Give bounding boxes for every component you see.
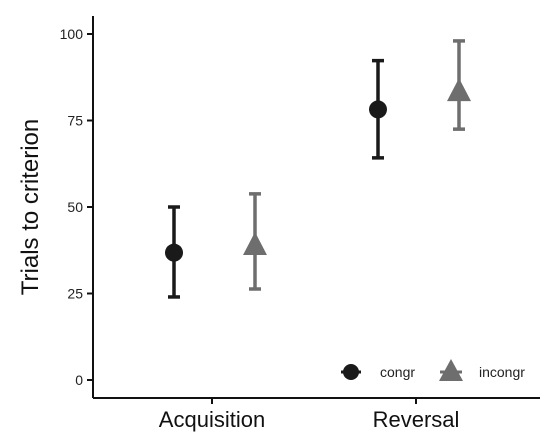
y-tick-label: 50 [67, 199, 83, 215]
legend-label-incongr: incongr [479, 364, 525, 380]
point-incongr [243, 232, 267, 256]
y-tick-label: 75 [67, 113, 83, 129]
legend-label-congr: congr [380, 364, 415, 380]
x-category-label-acquisition: Acquisition [159, 407, 265, 432]
y-axis-title: Trials to criterion [17, 119, 44, 295]
point-congr [369, 100, 387, 119]
y-tick-label: 25 [67, 286, 83, 302]
x-ticks [211, 398, 417, 404]
legend-key-congr-circle [343, 364, 359, 380]
y-tick-label: 100 [60, 26, 84, 42]
y-tick-label: 0 [75, 372, 83, 388]
point-incongr [447, 78, 471, 102]
legend: congr incongr [341, 359, 525, 381]
x-category-label-reversal: Reversal [373, 407, 460, 432]
legend-key-incongr-triangle [439, 359, 463, 381]
y-ticks: 0 25 50 75 100 [60, 26, 93, 388]
point-congr [165, 243, 183, 262]
data-marks [165, 39, 471, 299]
